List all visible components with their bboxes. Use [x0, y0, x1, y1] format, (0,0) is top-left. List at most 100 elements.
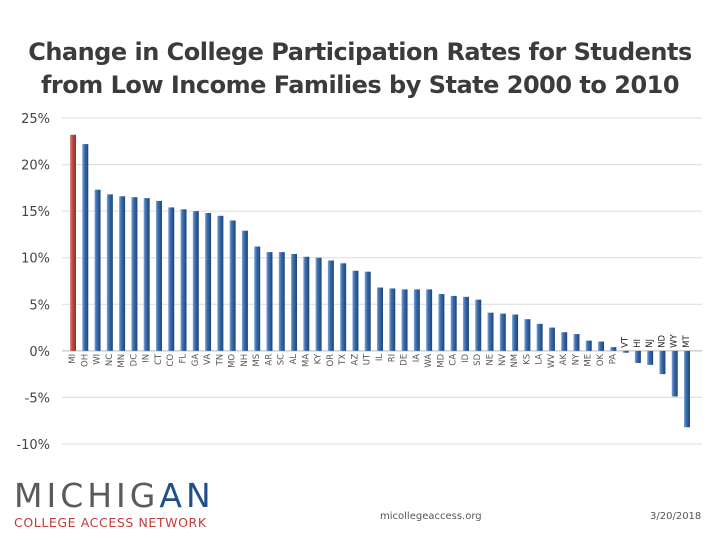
bar-oh: [82, 144, 89, 351]
x-tick-label: MA: [301, 354, 311, 367]
bar-dc: [131, 197, 138, 351]
x-tick-label: CO: [166, 354, 176, 367]
x-tick-label: LA: [535, 354, 545, 365]
bar-mo: [229, 220, 236, 351]
bar-co: [168, 207, 175, 351]
x-tick-label: SC: [277, 354, 287, 365]
bar-la: [536, 323, 543, 351]
bar-ia: [413, 289, 420, 351]
x-tick-label: NH: [240, 354, 250, 367]
x-tick-label: MS: [252, 354, 262, 367]
x-tick-label: NM: [510, 354, 520, 368]
bar-mi: [70, 134, 76, 351]
chart-title-line2: from Low Income Families by State 2000 t…: [40, 71, 680, 99]
bar-wi: [94, 189, 101, 351]
logo-subtitle: COLLEGE ACCESS NETWORK: [14, 515, 207, 530]
bar-ut: [364, 271, 371, 351]
x-tick-label: GA: [191, 354, 201, 367]
bar-ok: [598, 341, 605, 351]
x-tick-label: TX: [338, 354, 348, 366]
bar-ky: [315, 257, 322, 351]
bar-wv: [548, 327, 555, 351]
logo-wordmark-part2: AN: [159, 476, 215, 515]
bar-tn: [217, 215, 224, 351]
x-tick-label: AR: [264, 354, 274, 366]
logo-wordmark: MICHIGAN: [14, 479, 215, 512]
x-tick-label: SD: [473, 353, 483, 365]
bar-az: [352, 270, 359, 351]
x-tick-label: CT: [154, 353, 164, 365]
x-tick-label: ND: [657, 334, 667, 347]
bar-va: [205, 213, 212, 351]
x-tick-label: MD: [436, 353, 446, 367]
x-tick-label: IL: [375, 354, 385, 362]
x-tick-label: NC: [105, 354, 115, 366]
bar-in: [143, 198, 150, 351]
bar-nh: [241, 230, 248, 351]
x-tick-label: NE: [486, 354, 496, 366]
x-tick-label: FL: [179, 354, 189, 364]
x-tick-label: HI: [633, 339, 643, 348]
x-tick-label: IN: [142, 354, 152, 363]
bar-ct: [155, 200, 162, 351]
bar-ny: [573, 334, 580, 351]
bar-al: [291, 253, 298, 351]
y-tick-label: 20%: [21, 159, 50, 174]
x-tick-label: VA: [203, 354, 213, 365]
y-tick-label: 5%: [29, 298, 50, 313]
bar-fl: [180, 209, 187, 351]
bar-nm: [512, 314, 519, 351]
bar-nd: [659, 350, 666, 375]
chart-title: Change in College Participation Rates fo…: [0, 36, 720, 102]
x-tick-label: TN: [215, 354, 225, 367]
footer-url: micollegeaccess.org: [380, 511, 482, 522]
michigan-college-access-network-logo: MICHIGAN COLLEGE ACCESS NETWORK: [14, 479, 215, 530]
x-tick-label: AZ: [350, 354, 360, 366]
footer-date: 3/20/2018: [650, 511, 702, 522]
bar-de: [401, 289, 408, 351]
x-tick-label: KY: [314, 353, 324, 364]
x-tick-label: VT: [621, 336, 631, 348]
bar-ca: [450, 295, 457, 351]
bar-wa: [426, 289, 433, 351]
bar-ne: [487, 312, 494, 351]
x-tick-label: WI: [93, 354, 103, 365]
bar-ga: [192, 211, 199, 351]
bar-il: [377, 287, 383, 351]
x-tick-label: ID: [461, 353, 471, 363]
bar-mt: [684, 350, 690, 428]
x-tick-label: RI: [387, 354, 397, 362]
bar-nc: [106, 194, 113, 351]
bar-ks: [524, 319, 531, 351]
y-axis-ticks: 25% 20% 15% 10% 5% 0% -5% -10%: [16, 112, 50, 453]
x-tick-label: WY: [670, 333, 680, 347]
y-tick-label: 25%: [21, 112, 50, 127]
y-tick-label: -5%: [25, 391, 50, 406]
bar-hi: [634, 350, 641, 363]
y-tick-label: 15%: [21, 205, 50, 220]
bar-ak: [561, 332, 568, 351]
bar-tx: [340, 263, 347, 351]
x-tick-label: OR: [326, 354, 336, 367]
x-tick-label: ME: [584, 354, 594, 367]
y-tick-label: 0%: [29, 345, 50, 360]
bars: [70, 134, 690, 428]
x-tick-label: DE: [400, 354, 410, 366]
y-tick-label: 10%: [21, 252, 50, 267]
bar-mn: [119, 196, 126, 351]
bar-me: [585, 340, 592, 351]
x-tick-label: NY: [571, 353, 581, 365]
bar-sd: [475, 299, 482, 351]
bar-md: [438, 294, 445, 351]
x-tick-label: AL: [289, 354, 299, 365]
x-tick-label: KS: [522, 354, 532, 365]
bar-wy: [671, 350, 678, 397]
x-tick-label: MI: [68, 354, 78, 364]
bar-nj: [647, 350, 654, 365]
x-tick-label: WV: [547, 354, 557, 368]
x-tick-label: PA: [608, 354, 618, 365]
x-tick-label: UT: [363, 353, 373, 365]
x-tick-label: MT: [682, 335, 692, 348]
x-tick-label: MO: [228, 354, 238, 368]
bar-ma: [303, 256, 310, 351]
